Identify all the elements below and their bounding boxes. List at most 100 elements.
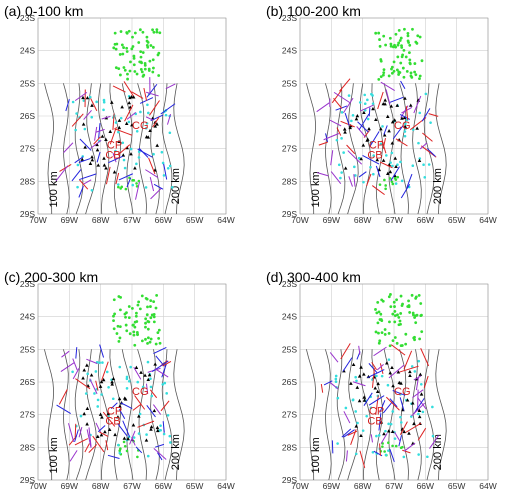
splitting-bar (78, 158, 91, 163)
station-triangle (382, 133, 387, 137)
station-triangle (152, 408, 157, 413)
green-dot (402, 75, 406, 79)
station-triangle (99, 433, 104, 437)
green-dot (130, 47, 134, 51)
contour-label-200km: 200 km (170, 434, 182, 470)
station-triangle (355, 113, 360, 118)
cyan-dot (418, 157, 422, 160)
cyan-dot (391, 410, 395, 413)
green-dot (133, 320, 137, 324)
station-triangle (131, 95, 136, 99)
green-dot (406, 34, 410, 38)
splitting-bar (376, 364, 384, 371)
cyan-dot (114, 121, 118, 124)
station-triangle (143, 373, 147, 377)
cyan-dot (96, 398, 100, 402)
station-triangle (382, 432, 386, 436)
splitting-bar (137, 420, 155, 428)
cyan-dot (137, 150, 141, 154)
green-dot (138, 307, 142, 311)
cyan-dot (365, 414, 369, 418)
station-triangle (343, 166, 348, 170)
green-dot (387, 295, 391, 299)
green-dot (391, 312, 395, 316)
splitting-bar (379, 400, 386, 413)
green-dot (124, 315, 127, 319)
splitting-bar (101, 361, 109, 381)
lat-tick-label: 24S (282, 312, 297, 322)
green-dot (136, 455, 139, 459)
contour-label-100km: 100 km (310, 437, 322, 473)
green-dot (155, 30, 159, 34)
green-dot (152, 315, 156, 319)
cyan-dot (381, 125, 384, 128)
green-dot (138, 28, 142, 32)
station-triangle (359, 433, 363, 438)
station-triangle (351, 362, 356, 367)
station-triangle (129, 152, 133, 156)
lon-tick-label: 68W (354, 481, 371, 491)
contour-label-100km: 100 km (310, 171, 322, 207)
green-dot (155, 28, 159, 32)
splitting-bar (78, 185, 84, 198)
splitting-bar (95, 380, 99, 391)
green-dot (122, 66, 126, 69)
station-triangle (118, 404, 122, 408)
station-triangle (417, 414, 422, 419)
green-dot (404, 55, 408, 59)
stations (342, 96, 422, 178)
green-dot (113, 31, 117, 35)
splitting-bar (162, 421, 165, 433)
green-dot (112, 327, 116, 331)
station-triangle (117, 118, 122, 122)
cyan-dot (100, 393, 103, 396)
station-triangle (107, 427, 112, 432)
station-triangle (376, 381, 380, 386)
splitting-bar (160, 103, 176, 115)
green-dot (398, 71, 402, 74)
cyan-dot (111, 397, 115, 401)
green-dot (127, 305, 131, 308)
cyan-seismicity (335, 92, 432, 189)
splitting-bar (371, 185, 385, 196)
splitting-bar (74, 156, 84, 164)
station-triangle (386, 429, 391, 433)
stations (81, 362, 160, 442)
slab-contour (74, 349, 84, 481)
site-label-cp: CP (107, 406, 122, 418)
green-dot (398, 39, 402, 42)
station-triangle (402, 115, 407, 120)
station-triangle (128, 95, 132, 100)
green-dot (144, 325, 147, 329)
green-dot (126, 72, 129, 76)
green-dot (149, 316, 153, 320)
lon-tick-label: 65W (186, 481, 203, 491)
lon-tick-label: 70W (29, 481, 46, 491)
lat-tick-label: 27S (282, 144, 297, 154)
splitting-bar (382, 401, 394, 414)
splitting-bar (146, 91, 159, 97)
splitting-bar (101, 115, 111, 120)
cyan-dot (137, 432, 141, 435)
lat-tick-label: 29S (20, 475, 35, 485)
green-dot (407, 41, 410, 44)
site-label-cg: CG (394, 120, 411, 132)
green-dot (397, 315, 401, 319)
green-dot (125, 50, 129, 53)
cyan-dot (356, 421, 359, 425)
station-triangle (343, 130, 347, 134)
slab-contour (347, 83, 359, 215)
site-label-cg: CG (394, 386, 411, 398)
splitting-bar (357, 121, 369, 133)
station-triangle (95, 148, 100, 152)
splitting-bar (146, 83, 158, 98)
green-dot (418, 337, 422, 341)
green-dot (419, 302, 423, 305)
splitting-bar (153, 447, 167, 460)
lat-tick-label: 29S (282, 209, 297, 219)
splitting-bar (316, 102, 330, 113)
station-triangle (386, 171, 390, 175)
splitting-bar (154, 443, 165, 448)
cyan-dot (339, 176, 342, 180)
station-triangle (146, 377, 151, 382)
